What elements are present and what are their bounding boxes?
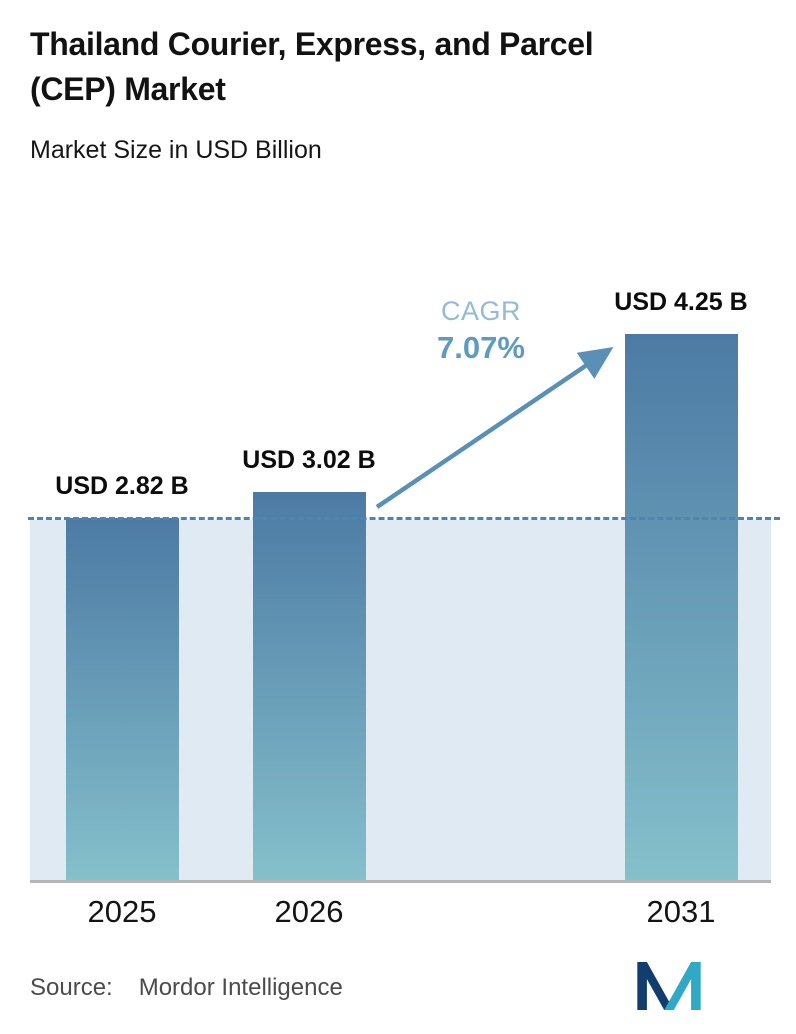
chart-title-line1: Thailand Courier, Express, and Parcel [30,26,594,62]
x-axis-tick-label: 2026 [274,894,344,929]
source-value: Mordor Intelligence [138,974,343,1001]
cagr-arrow-line [375,346,614,509]
source-line: Source: Mordor Intelligence [30,974,343,1002]
chart-title: Thailand Courier, Express, and Parcel (CE… [30,22,770,112]
x-axis-tick-label: 2025 [87,894,157,929]
bar-value-label: USD 4.25 B [614,288,748,316]
bar-value-label: USD 2.82 B [55,472,189,500]
bar-value-label: USD 3.02 B [242,446,376,474]
bar-2025 [65,518,179,880]
x-axis-line [30,880,771,883]
chart-subtitle: Market Size in USD Billion [30,136,322,164]
source-label: Source: [30,974,113,1001]
chart-title-line2: (CEP) Market [30,70,226,107]
mordor-intelligence-logo [637,962,701,1010]
cagr-annotation: CAGR 7.07% [381,296,581,366]
cagr-value: 7.07% [437,330,525,365]
x-axis-tick-label: 2031 [646,894,716,929]
logo-shape-right-bar [691,962,701,1010]
bar-2026 [252,492,366,880]
reference-dashed-line [28,517,780,520]
logo-shape-left-diagonal [637,962,674,1010]
cagr-label: CAGR [440,296,521,326]
bar-2031 [624,334,738,880]
